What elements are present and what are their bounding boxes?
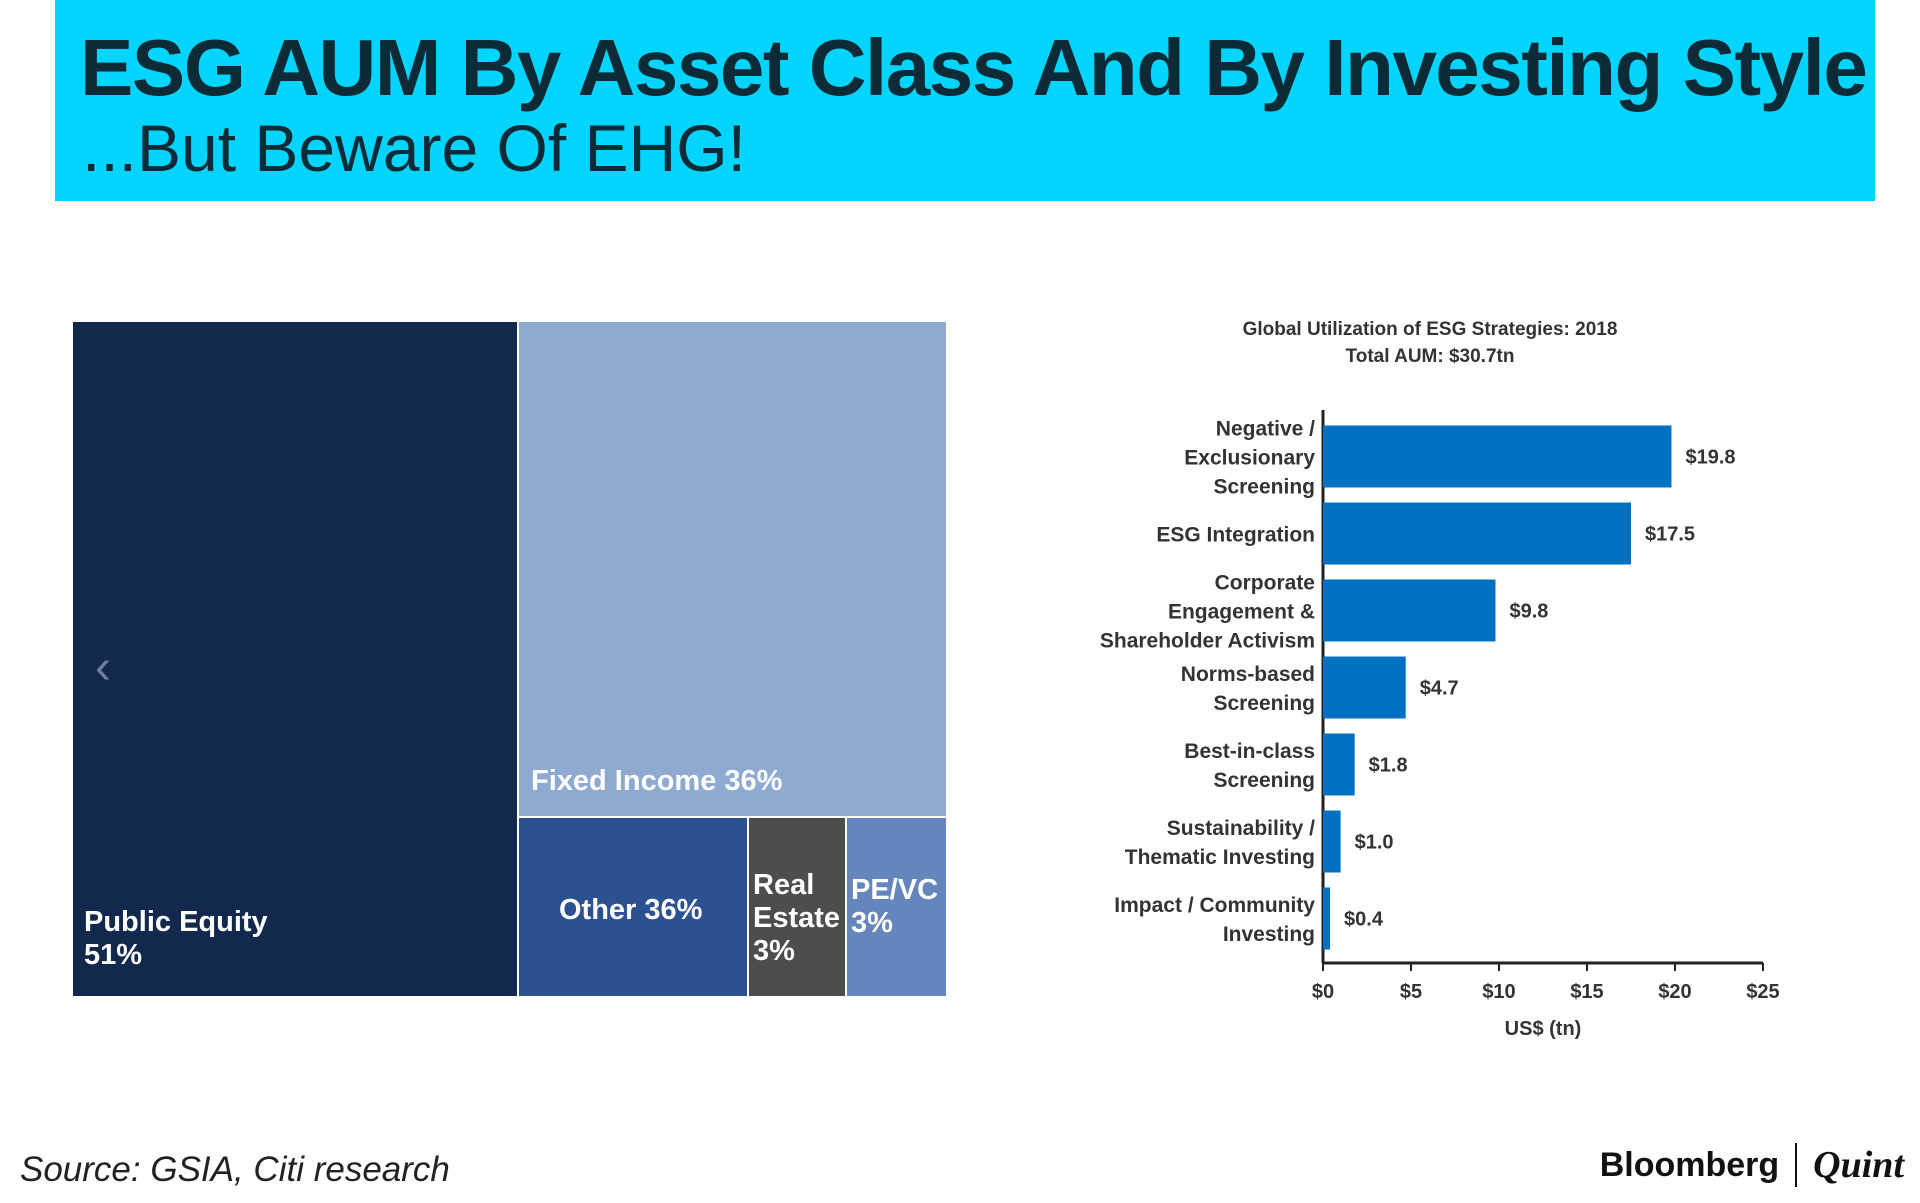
category-label-5-0: Sustainability /: [1167, 817, 1315, 840]
bar-5: [1323, 810, 1341, 873]
x-axis-title: US$ (tn): [1505, 1018, 1582, 1040]
category-label-3-1: Screening: [1213, 692, 1315, 715]
category-label-6-1: Investing: [1223, 923, 1315, 946]
category-label-0-0: Negative /: [1216, 418, 1315, 441]
brand-logo: Bloomberg Quint: [1600, 1140, 1904, 1190]
x-tick-label-5: $25: [1746, 981, 1779, 1003]
brand-divider: [1795, 1143, 1798, 1187]
treemap-tile-fixed-income: Fixed Income 36%: [519, 322, 946, 816]
chart-subtitle: Total AUM: $30.7tn: [1346, 346, 1515, 367]
category-label-2-0: Corporate: [1215, 572, 1315, 595]
x-tick-label-2: $10: [1482, 981, 1515, 1003]
x-tick-label-0: $0: [1312, 981, 1334, 1003]
bar-1: [1323, 502, 1631, 565]
treemap-label-real-estate: Real Estate 3%: [753, 869, 841, 967]
x-tick-label-3: $15: [1570, 981, 1603, 1003]
category-label-0-1: Exclusionary: [1184, 447, 1315, 470]
category-label-4-1: Screening: [1213, 769, 1315, 792]
treemap-tile-public-equity: Public Equity 51%: [73, 322, 517, 996]
category-label-4-0: Best-in-class: [1184, 740, 1315, 763]
category-label-3-0: Norms-based: [1181, 663, 1315, 686]
bar-2: [1323, 579, 1496, 642]
bar-3: [1323, 656, 1406, 719]
category-label-2-2: Shareholder Activism: [1100, 630, 1315, 653]
bar-value-label-1: $17.5: [1645, 524, 1695, 546]
treemap-label-other: Other 36%: [559, 894, 703, 926]
treemap-label-pe-vc: PE/VC 3%: [851, 874, 939, 939]
treemap-label-public-equity: Public Equity 51%: [84, 906, 268, 971]
page-subtitle: ...But Beware Of EHG!: [82, 111, 746, 185]
source-note: Source: GSIA, Citi research: [20, 1150, 450, 1189]
bar-value-label-4: $1.8: [1369, 755, 1408, 777]
x-tick-label-4: $20: [1658, 981, 1691, 1003]
category-label-1-0: ESG Integration: [1156, 524, 1315, 547]
bar-0: [1323, 425, 1672, 488]
brand-quint: Quint: [1813, 1144, 1904, 1186]
bar-value-label-0: $19.8: [1685, 447, 1735, 469]
x-tick-label-1: $5: [1400, 981, 1422, 1003]
bar-value-label-6: $0.4: [1344, 909, 1384, 931]
esg-strategies-bar-chart: Global Utilization of ESG Strategies: 20…: [1100, 319, 1780, 1040]
category-label-5-1: Thematic Investing: [1125, 846, 1315, 869]
treemap-label-fixed-income: Fixed Income 36%: [531, 765, 783, 797]
bar-value-label-2: $9.8: [1509, 601, 1548, 623]
category-label-6-0: Impact / Community: [1114, 894, 1315, 917]
bar-4: [1323, 733, 1355, 796]
treemap-tile-other: Other 36%: [519, 818, 747, 996]
page-title: ESG AUM By Asset Class And By Investing …: [80, 23, 1868, 112]
brand-bloomberg: Bloomberg: [1599, 1145, 1780, 1184]
treemap-tile-pe-vc: PE/VC 3%: [847, 818, 946, 996]
category-label-2-1: Engagement &: [1168, 601, 1315, 624]
category-label-0-2: Screening: [1213, 476, 1315, 499]
bar-value-label-5: $1.0: [1355, 832, 1394, 854]
chevron-left-icon[interactable]: ‹: [95, 641, 111, 694]
bar-6: [1323, 887, 1331, 950]
bar-value-label-3: $4.7: [1420, 678, 1459, 700]
chart-title: Global Utilization of ESG Strategies: 20…: [1243, 319, 1618, 340]
header-banner: ESG AUM By Asset Class And By Investing …: [55, 0, 1875, 201]
asset-class-treemap: Public Equity 51% Fixed Income 36% Other…: [73, 322, 946, 996]
treemap-tile-real-estate: Real Estate 3%: [749, 818, 845, 996]
